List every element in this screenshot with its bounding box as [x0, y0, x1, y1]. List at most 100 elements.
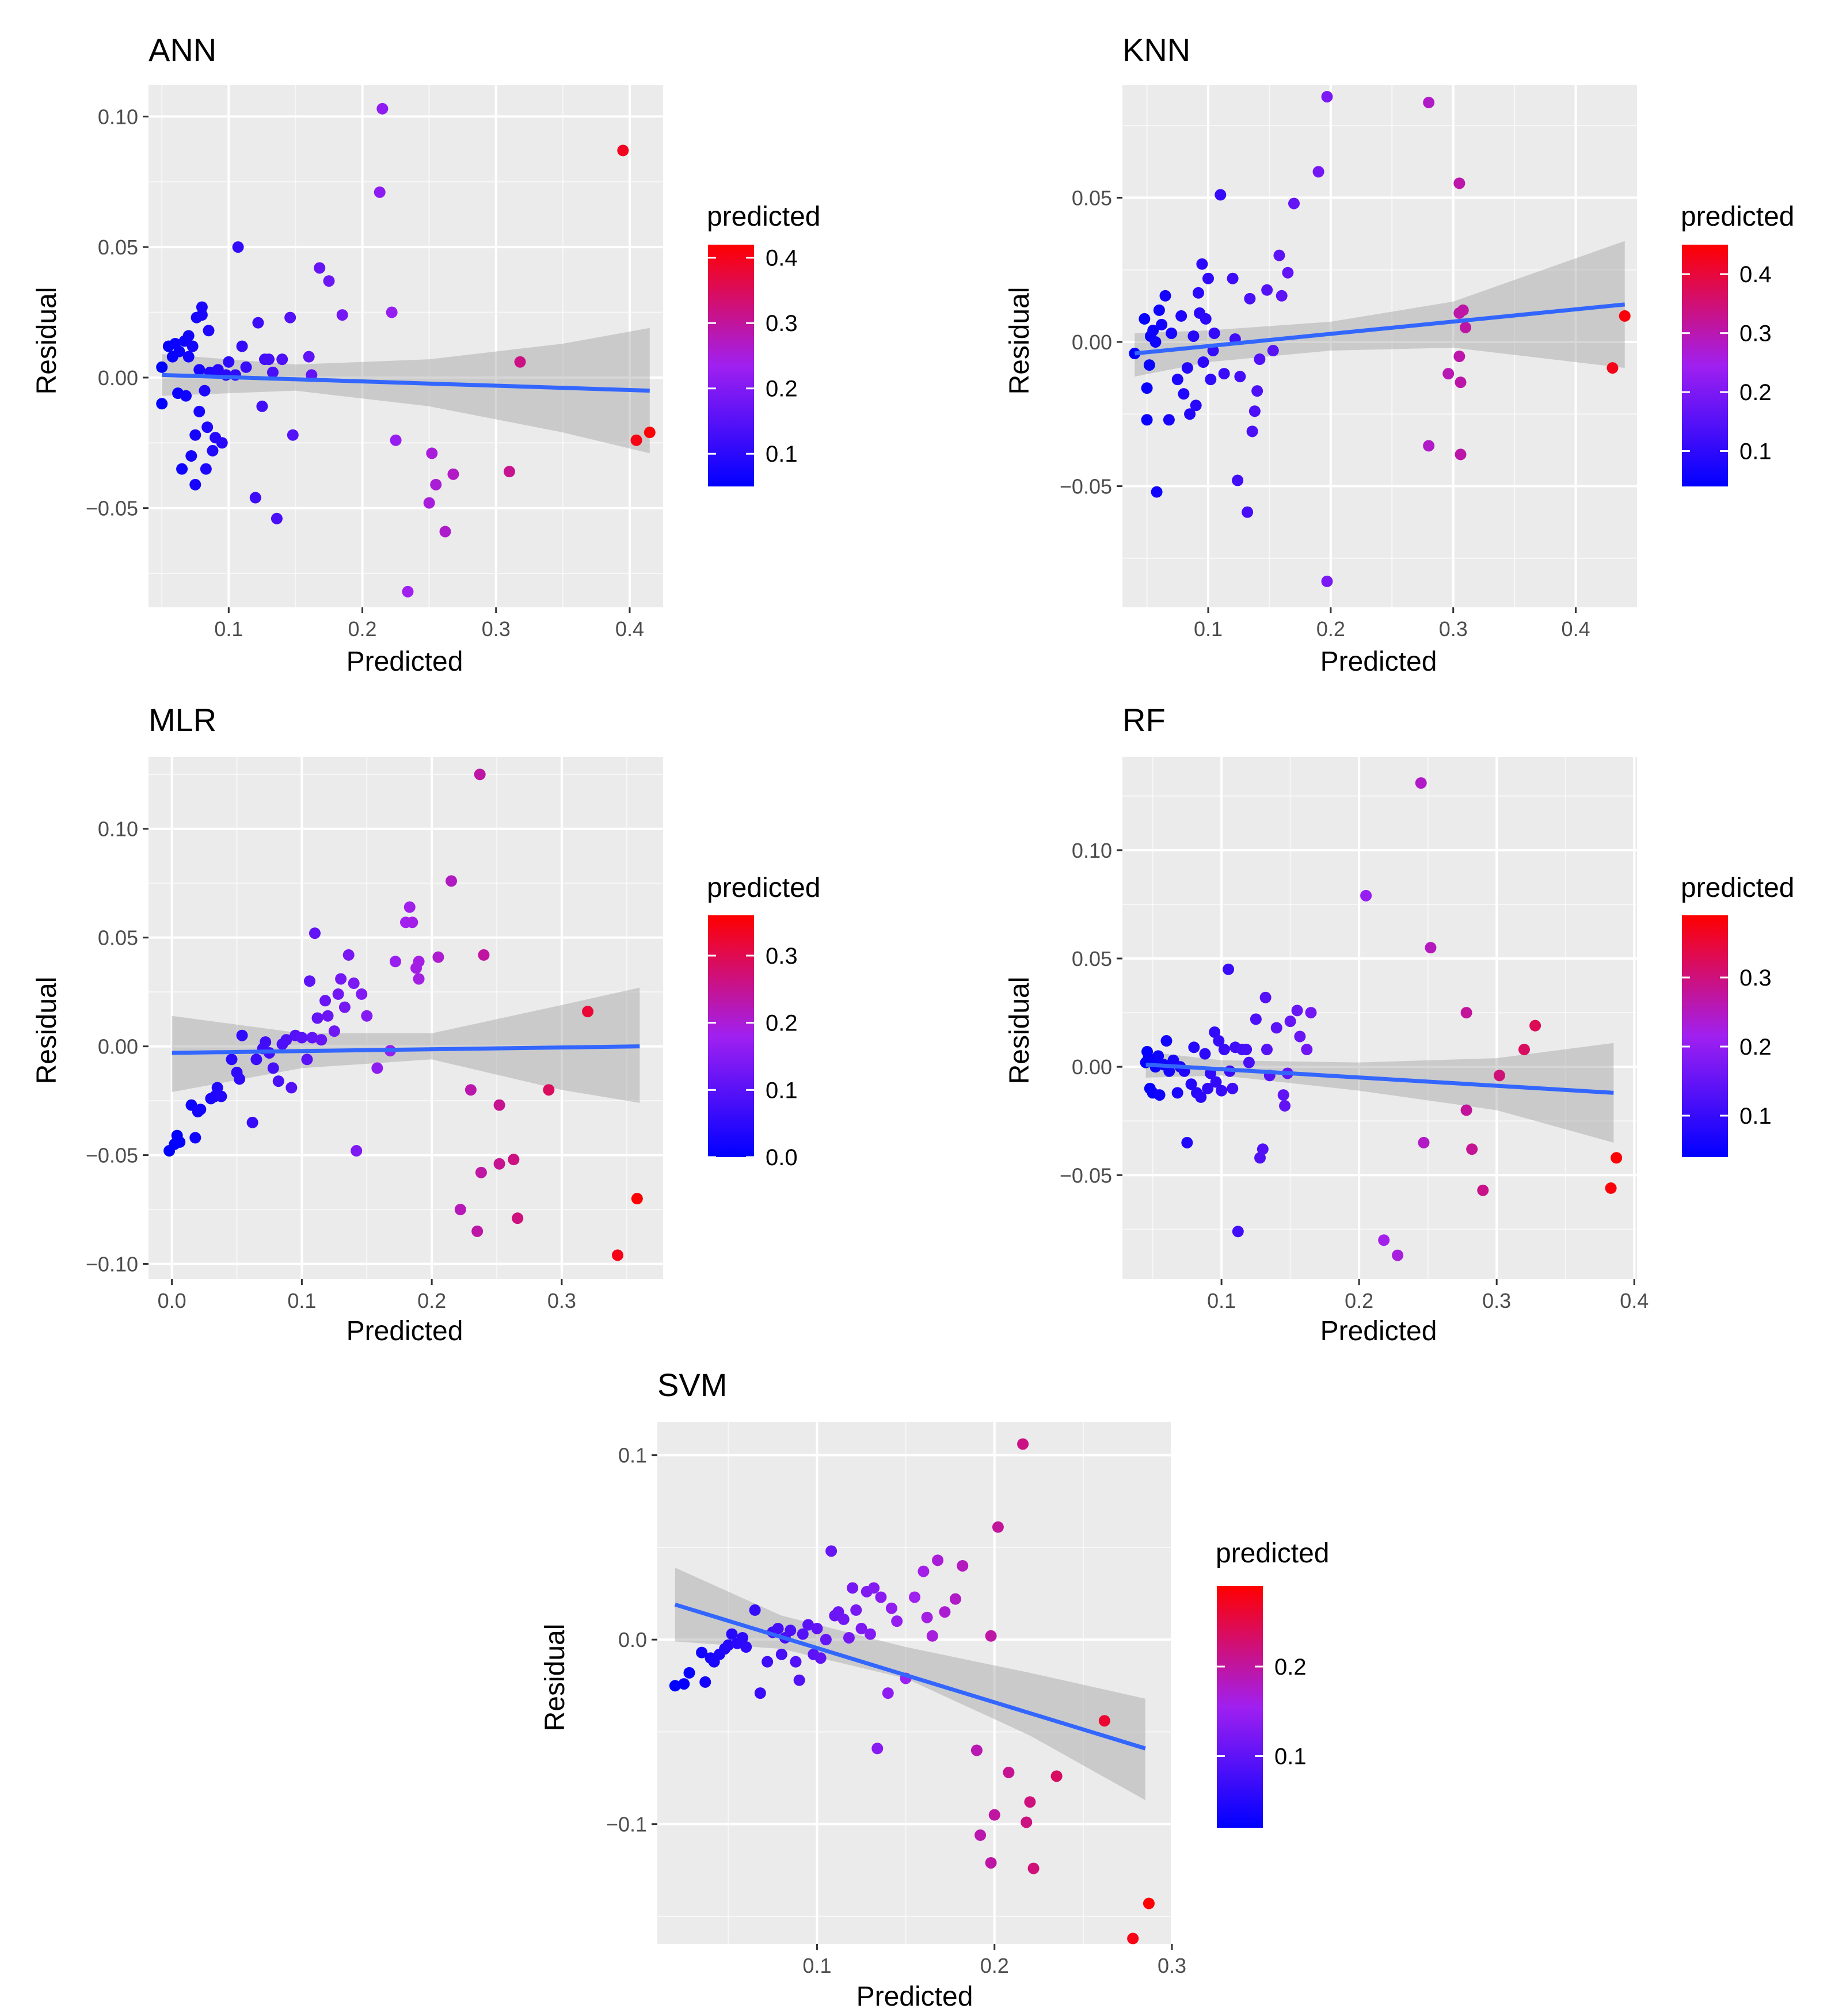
data-point [1178, 388, 1190, 400]
x-tick-label: 0.3 [1482, 1289, 1511, 1313]
data-point [974, 1829, 987, 1841]
x-tick-label: 0.2 [348, 617, 377, 641]
legend-title: predicted [1681, 201, 1794, 232]
data-point [1267, 345, 1279, 357]
x-tick-label: 0.1 [1194, 617, 1223, 641]
data-point [267, 366, 279, 378]
data-point [871, 1743, 884, 1755]
data-point [426, 447, 438, 459]
x-tick-label: 0.1 [802, 1954, 831, 1977]
x-tick-label: 0.1 [1207, 1289, 1236, 1313]
data-point [1455, 376, 1467, 389]
data-point [1418, 1136, 1430, 1148]
data-point [309, 927, 321, 939]
data-point [1415, 777, 1427, 789]
data-point [1321, 91, 1333, 103]
data-point [932, 1554, 944, 1566]
data-point [1605, 1182, 1617, 1194]
data-point [336, 309, 348, 321]
data-point [1021, 1816, 1033, 1828]
data-point [1276, 290, 1288, 302]
data-point [1127, 1933, 1139, 1945]
data-point [267, 1062, 279, 1074]
colorbar-label: 0.1 [1739, 439, 1772, 465]
data-point [1027, 1862, 1040, 1874]
colorbar-label: 0.1 [766, 442, 798, 467]
data-point [1196, 258, 1208, 270]
data-point [957, 1559, 969, 1572]
data-point [1024, 1796, 1036, 1808]
data-point [465, 1084, 477, 1096]
data-point [683, 1667, 695, 1679]
data-point [356, 988, 368, 1000]
data-point [1294, 1030, 1306, 1043]
colorbar-label: 0.2 [766, 376, 798, 402]
panel-rf: RF 0.1 0.2 0.3 0.4 −0.05 0.00 0.05 0.10 Predict… [1004, 702, 1794, 1346]
colorbar-label: 0.2 [1739, 1034, 1772, 1060]
data-point [315, 1034, 328, 1046]
colorbar-label: 0.1 [766, 1078, 798, 1103]
data-point [1139, 313, 1151, 325]
data-point [850, 1604, 862, 1616]
data-point [749, 1604, 761, 1616]
data-point [314, 262, 326, 274]
data-point [843, 1631, 855, 1644]
data-point [389, 956, 401, 968]
data-point [1156, 318, 1168, 330]
colorbar-label: 0.1 [1739, 1104, 1772, 1129]
data-point [303, 975, 315, 987]
colorbar [1217, 1586, 1263, 1828]
y-tick-label: 0.00 [1072, 330, 1112, 354]
data-point [1152, 1050, 1164, 1062]
x-tick-label: 0.4 [1562, 617, 1590, 641]
colorbar [1682, 245, 1728, 486]
y-tick-label: 0.1 [618, 1444, 647, 1467]
data-point [1466, 1143, 1478, 1155]
data-point [1003, 1766, 1015, 1778]
data-point [772, 1622, 784, 1634]
data-point [1254, 1152, 1266, 1164]
data-point [1163, 1065, 1175, 1077]
data-point [371, 1062, 383, 1074]
data-point [1181, 362, 1193, 374]
data-point [1153, 304, 1165, 316]
data-point [949, 1593, 961, 1605]
plot-area: 0.1 0.2 0.3 0.4 −0.05 0.00 0.05 0.10 [1060, 757, 1649, 1313]
legend-title: predicted [707, 873, 820, 903]
data-point [696, 1646, 708, 1659]
panel-background [657, 1422, 1172, 1944]
color-legend: predicted 0.0 0.1 0.2 0.3 [707, 873, 820, 1170]
data-point [1392, 1249, 1404, 1261]
data-point [1234, 371, 1246, 383]
data-point [1151, 486, 1163, 498]
x-tick-label: 0.4 [615, 617, 644, 641]
data-point [918, 1565, 930, 1577]
data-point [1166, 327, 1178, 339]
color-legend: predicted 0.1 0.2 [1216, 1538, 1329, 1828]
data-point [1460, 321, 1471, 333]
fit-line [172, 1044, 640, 1055]
data-point [1202, 1082, 1214, 1094]
data-point [868, 1582, 880, 1594]
data-point [1175, 310, 1187, 322]
x-tick-label: 0.2 [1316, 617, 1345, 641]
x-tick-label: 0.3 [482, 617, 511, 641]
data-point [1232, 1226, 1244, 1238]
data-point [180, 390, 192, 402]
colorbar [1682, 915, 1728, 1157]
data-point [432, 951, 444, 963]
x-axis-label: Predicted [347, 646, 463, 677]
data-point [985, 1630, 997, 1642]
data-point [1261, 1044, 1273, 1056]
data-point [1284, 1015, 1296, 1028]
data-point [762, 1656, 774, 1668]
x-tick-label: 0.3 [1158, 1954, 1186, 1977]
data-point [1282, 267, 1294, 279]
data-point [611, 1249, 623, 1261]
data-point [173, 345, 185, 357]
data-point [276, 353, 288, 366]
colorbar-label: 0.3 [1739, 321, 1772, 347]
data-point [361, 1010, 373, 1022]
data-point [864, 1628, 876, 1640]
data-point [176, 463, 188, 475]
